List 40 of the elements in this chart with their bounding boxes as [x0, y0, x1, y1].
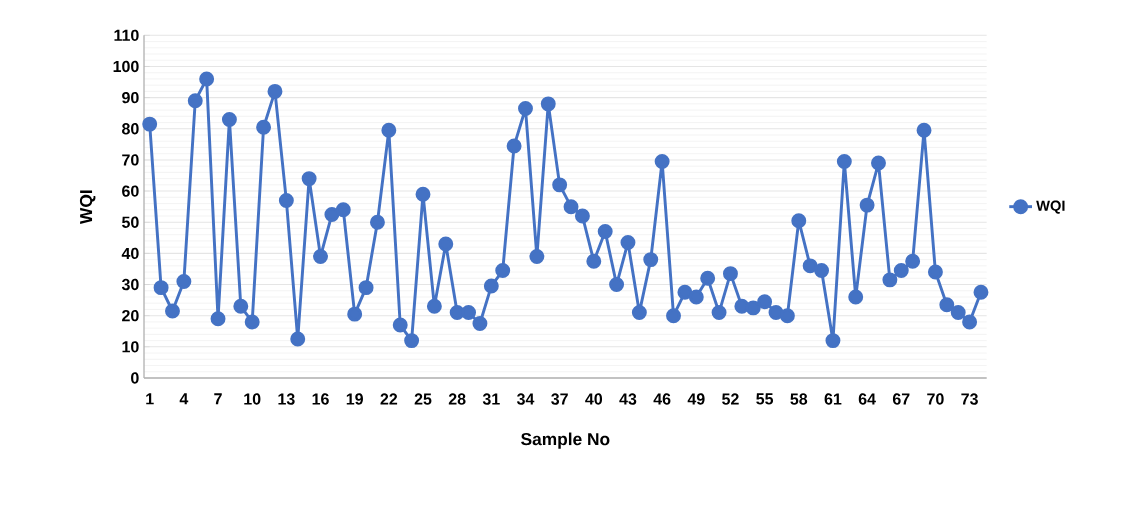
y-tick-label: 110 — [114, 29, 139, 41]
x-tick-label: 25 — [414, 393, 432, 405]
x-tick-label: 40 — [585, 393, 603, 405]
y-tick-label: 20 — [122, 310, 139, 322]
x-tick-label: 1 — [146, 393, 154, 405]
y-tick-label: 100 — [113, 60, 139, 73]
x-tick-label: 55 — [756, 393, 774, 405]
y-tick-label: 10 — [122, 341, 139, 353]
x-tick-label: 16 — [312, 393, 329, 405]
y-tick-label: 70 — [122, 154, 139, 166]
y-tick-label: 60 — [122, 185, 139, 197]
x-tick-label: 49 — [687, 393, 705, 405]
x-tick-label: 73 — [961, 393, 978, 405]
x-tick-label: 52 — [722, 393, 739, 405]
x-tick-label: 19 — [346, 393, 363, 405]
x-tick-label: 4 — [179, 393, 189, 405]
y-tick-label: 90 — [122, 91, 139, 104]
y-tick-label: 50 — [122, 216, 139, 228]
x-tick-label: 28 — [448, 393, 466, 405]
x-tick-label: 13 — [278, 393, 295, 405]
x-tick-label: 37 — [551, 393, 568, 405]
x-tick-label: 64 — [858, 393, 876, 405]
x-tick-label: 70 — [927, 393, 944, 405]
y-tick-label: 40 — [121, 247, 139, 260]
x-axis-title: Sample No — [521, 432, 610, 449]
y-tick-label: 30 — [121, 278, 139, 291]
x-tick-label: 43 — [619, 393, 637, 405]
x-tick-label: 7 — [214, 393, 222, 405]
y-tick-label: 0 — [131, 372, 139, 384]
x-tick-label: 31 — [482, 393, 500, 405]
y-axis-title: WQI — [79, 190, 96, 224]
x-tick-label: 22 — [380, 393, 398, 405]
y-tick-label: 80 — [122, 123, 139, 135]
x-tick-label: 58 — [790, 393, 808, 405]
x-tick-label: 10 — [244, 393, 261, 405]
x-tick-label: 46 — [653, 393, 671, 405]
legend-label: WQI — [1036, 200, 1065, 214]
x-tick-label: 61 — [824, 393, 842, 405]
x-tick-label: 34 — [516, 393, 535, 405]
x-tick-label: 67 — [892, 393, 910, 405]
